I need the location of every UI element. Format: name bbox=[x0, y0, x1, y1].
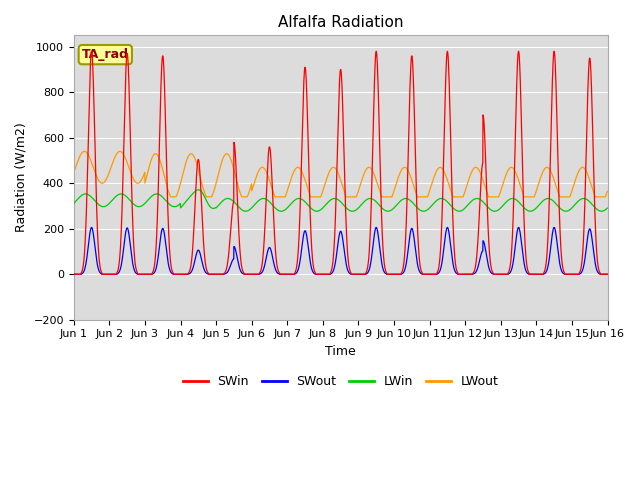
SWin bbox=[393, 271, 401, 277]
SWout bbox=[184, 271, 192, 277]
X-axis label: Time: Time bbox=[325, 345, 356, 358]
LWin bbox=[242, 208, 250, 214]
SWout bbox=[553, 238, 561, 244]
SWin bbox=[184, 270, 192, 276]
SWin bbox=[553, 112, 561, 118]
LWout bbox=[184, 154, 192, 159]
SWin bbox=[88, 48, 95, 54]
LWin bbox=[219, 198, 227, 204]
Line: LWout: LWout bbox=[74, 151, 607, 197]
SWout bbox=[70, 271, 77, 277]
LWout bbox=[220, 156, 227, 161]
SWout bbox=[219, 271, 227, 277]
SWin bbox=[219, 271, 227, 277]
LWout bbox=[393, 180, 401, 185]
SWin bbox=[604, 271, 611, 277]
LWin bbox=[184, 196, 192, 202]
Y-axis label: Radiation (W/m2): Radiation (W/m2) bbox=[15, 123, 28, 232]
LWout bbox=[553, 186, 561, 192]
SWout bbox=[604, 271, 611, 277]
LWin bbox=[402, 196, 410, 202]
Legend: SWin, SWout, LWin, LWout: SWin, SWout, LWin, LWout bbox=[177, 370, 504, 393]
SWout bbox=[393, 271, 401, 277]
LWout bbox=[167, 194, 175, 200]
LWout bbox=[402, 165, 410, 171]
SWout bbox=[604, 271, 611, 277]
SWout bbox=[88, 225, 95, 230]
Text: TA_rad: TA_rad bbox=[82, 48, 129, 61]
LWout bbox=[604, 189, 611, 195]
SWin bbox=[402, 229, 410, 235]
SWout bbox=[402, 263, 410, 268]
SWin bbox=[70, 271, 77, 277]
LWin bbox=[553, 202, 561, 208]
LWout bbox=[81, 148, 88, 154]
LWin bbox=[604, 205, 611, 211]
LWin bbox=[393, 202, 401, 208]
Line: SWin: SWin bbox=[74, 51, 607, 274]
LWout bbox=[70, 169, 77, 175]
Line: SWout: SWout bbox=[74, 228, 607, 274]
Title: Alfalfa Radiation: Alfalfa Radiation bbox=[278, 15, 403, 30]
LWin bbox=[70, 201, 77, 206]
Line: LWin: LWin bbox=[74, 190, 607, 211]
LWin bbox=[195, 187, 202, 192]
SWin bbox=[604, 271, 611, 277]
LWin bbox=[604, 205, 611, 211]
LWout bbox=[604, 189, 611, 194]
